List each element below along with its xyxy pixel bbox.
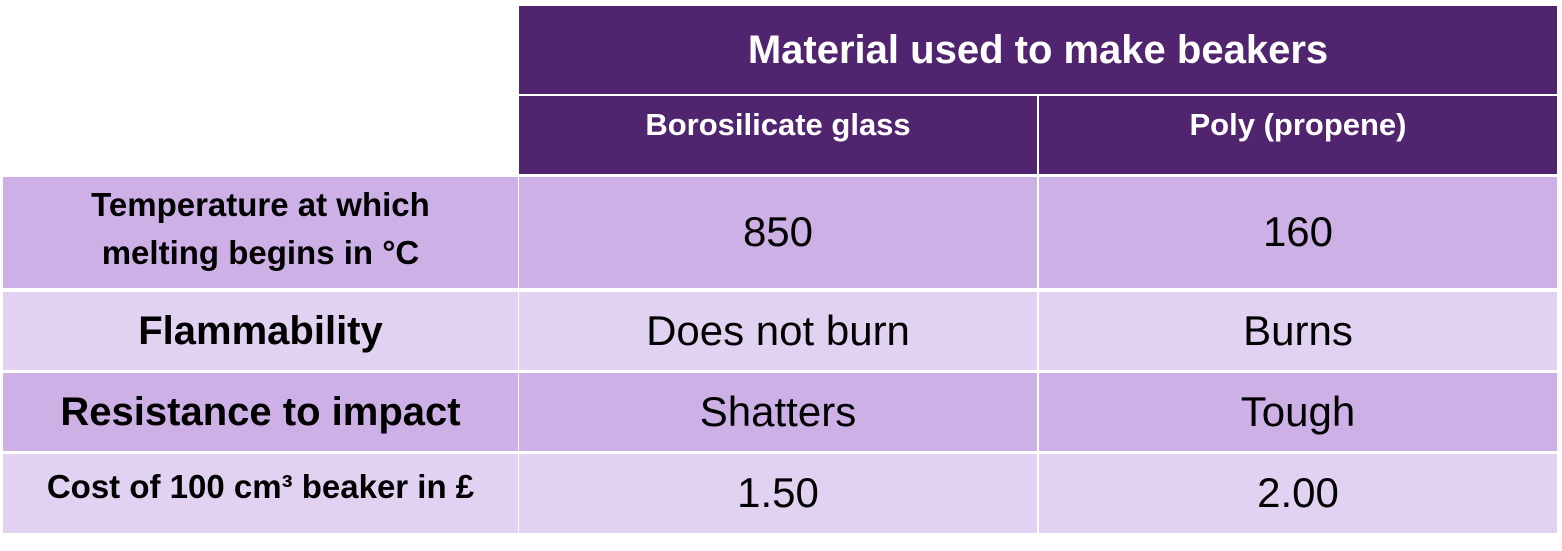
table-cell: Tough [1039,373,1557,451]
column-header-borosilicate-glass: Borosilicate glass [519,96,1037,174]
table-cell: Does not burn [519,292,1037,370]
table-title: Material used to make beakers [519,6,1557,94]
table-cell: Shatters [519,373,1037,451]
table-cell: 2.00 [1039,454,1557,533]
table-cell: 850 [519,177,1037,288]
row-label-beaker-cost: Cost of 100 cm³ beaker in £ [3,454,518,533]
row-label-resistance-to-impact: Resistance to impact [3,373,518,451]
row-label-flammability: Flammability [3,292,518,370]
table-cell: Burns [1039,292,1557,370]
table-cell: 160 [1039,177,1557,288]
column-header-poly-propene: Poly (propene) [1039,96,1557,174]
table-cell: 1.50 [519,454,1037,533]
row-label-melting-temperature: Temperature at which melting begins in °… [3,177,518,288]
